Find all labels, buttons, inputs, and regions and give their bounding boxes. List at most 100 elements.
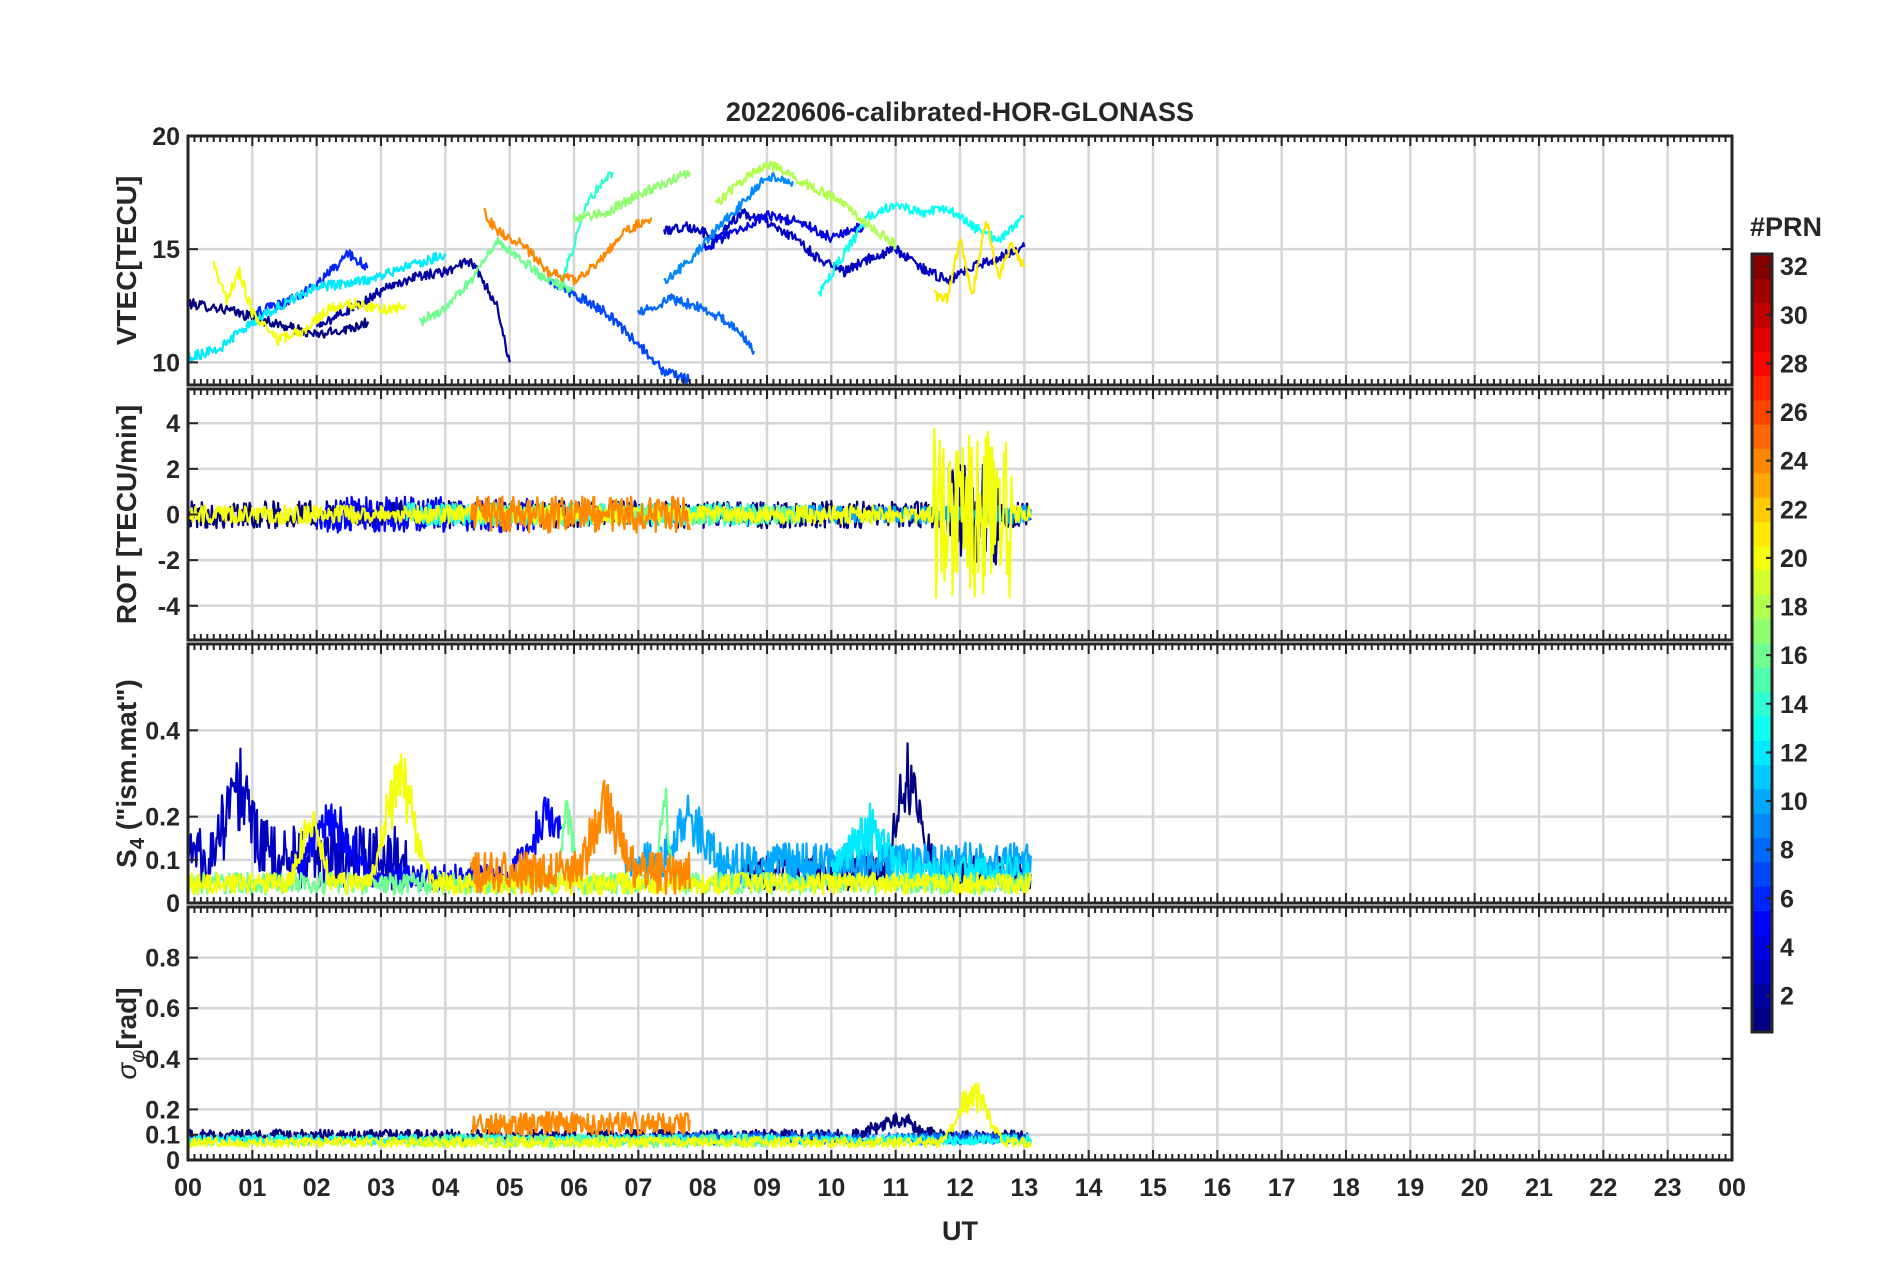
series-prn-20 (188, 753, 1032, 896)
ylabel-main: S (111, 849, 142, 868)
x-tick-label: 00 (1718, 1174, 1746, 1202)
colorbar-tick-label: 30 (1780, 302, 1808, 330)
colorbar-frame (1750, 252, 1774, 1034)
panel-sigma-series (188, 1082, 1032, 1149)
x-tick-label: 02 (303, 1174, 331, 1202)
panel-s4: 00.10.20.4S4 ("ism.mat") (111, 642, 1734, 918)
colorbar-label: #PRN (1750, 212, 1822, 242)
x-axis: 00 01 02 03 04 05 06 07 08 09 10 11 12 13 14 15 16 17 18 19… (174, 1174, 1746, 1246)
panel-rot-ylabel: ROT [TECU/min] (111, 405, 142, 624)
series-prn-24 (470, 495, 691, 534)
colorbar-tick-label: 4 (1780, 934, 1794, 962)
colorbar-segment (1752, 278, 1772, 304)
colorbar-segment (1752, 983, 1772, 1009)
colorbar-segment (1752, 837, 1772, 863)
colorbar-segment (1752, 472, 1772, 498)
panel-s4-ylabel: S4 ("ism.mat") (111, 679, 149, 868)
y-tick-label: 0.2 (145, 1096, 180, 1124)
colorbar-segment (1752, 254, 1772, 279)
colorbar-segment (1752, 545, 1772, 571)
colorbar-segment (1752, 667, 1772, 693)
colorbar-segment (1752, 326, 1772, 352)
series-prn-1 (188, 298, 370, 339)
x-tick-label: 03 (367, 1174, 395, 1202)
ylabel-rest: [rad] (111, 987, 142, 1049)
x-tick-label: 10 (817, 1174, 845, 1202)
y-tick-label: 0.1 (145, 847, 180, 875)
colorbar-segment (1752, 910, 1772, 936)
series-prn-3 (663, 208, 1026, 286)
x-tick-label: 12 (946, 1174, 974, 1202)
x-tick-label: 06 (560, 1174, 588, 1202)
colorbar-segment (1752, 375, 1772, 401)
ylabel-main: σ (111, 1062, 142, 1080)
series-prn-17 (572, 170, 691, 223)
colorbar-tick-label: 32 (1780, 253, 1808, 281)
series-prn-12 (188, 251, 447, 364)
colorbar-segment (1752, 788, 1772, 814)
y-tick-label: 4 (166, 410, 180, 438)
panel-s4-series (188, 742, 1032, 896)
colorbar-segment (1752, 448, 1772, 474)
series-prn-14 (560, 171, 614, 283)
series-prn-7 (547, 276, 691, 384)
colorbar-segment (1752, 643, 1772, 668)
y-tick-label: 0.4 (145, 717, 180, 745)
y-tick-label: 15 (152, 236, 180, 264)
colorbar-segment (1752, 594, 1772, 620)
colorbar-segment (1752, 740, 1772, 766)
ylabel-subscript: 4 (127, 837, 149, 849)
colorbar-segment (1752, 497, 1772, 523)
x-tick-label: 21 (1525, 1174, 1553, 1202)
colorbar-tick-label: 14 (1780, 691, 1808, 719)
colorbar-segment (1752, 715, 1772, 741)
panel-sigma-ylabel: σφ[rad] (111, 987, 149, 1079)
ylabel-subscript: φ (127, 1050, 149, 1063)
x-tick-label: 23 (1654, 1174, 1682, 1202)
y-tick-label: 10 (152, 349, 180, 377)
panel-vtec: 10 15 20 VTEC[TECU] (111, 123, 1734, 387)
colorbar-segment (1752, 570, 1772, 595)
panel-rot: -4 -2 0 2 4 ROT [TECU/min] (111, 387, 1734, 642)
x-tick-label: 01 (238, 1174, 266, 1202)
colorbar-tick-label: 28 (1780, 350, 1808, 378)
x-tick-label: 13 (1010, 1174, 1038, 1202)
x-tick-label: 18 (1332, 1174, 1360, 1202)
x-tick-label: 11 (882, 1174, 909, 1202)
series-prn-8 (637, 293, 756, 355)
ylabel-rest: ("ism.mat") (111, 679, 142, 838)
x-tick-label: 05 (496, 1174, 524, 1202)
colorbar-tick-label: 8 (1780, 837, 1794, 865)
colorbar-segment (1752, 691, 1772, 717)
series-prn-3 (188, 747, 408, 891)
series-prn-21 (933, 220, 1026, 304)
colorbar-segment (1752, 959, 1772, 984)
y-tick-label: 0.1 (145, 1122, 180, 1150)
y-tick-label: 20 (152, 123, 180, 151)
x-tick-label: 15 (1139, 1174, 1167, 1202)
colorbar-segment (1752, 424, 1772, 450)
colorbar-tick-label: 22 (1780, 496, 1808, 524)
series-prn-6 (251, 249, 369, 318)
x-tick-label: 16 (1203, 1174, 1231, 1202)
colorbar-tick-label: 18 (1780, 594, 1808, 622)
series-prn-20 (212, 260, 407, 346)
colorbar-segment (1752, 861, 1772, 887)
panel-vtec-ylabel: VTEC[TECU] (111, 176, 142, 346)
x-tick-label: 00 (174, 1174, 202, 1202)
series-prn-24 (483, 207, 653, 286)
colorbar-segment (1752, 813, 1772, 839)
series-prn-24 (470, 779, 691, 896)
colorbar-segment (1752, 1007, 1772, 1033)
colorbar-tick-label: 6 (1780, 885, 1794, 913)
colorbar-tick-label: 16 (1780, 642, 1808, 670)
colorbar-segment (1752, 302, 1772, 328)
y-tick-label: -4 (158, 593, 180, 621)
y-tick-label: -2 (158, 547, 180, 575)
colorbar-segment (1752, 351, 1772, 377)
x-tick-label: 04 (431, 1174, 459, 1202)
y-tick-label: 0.6 (145, 995, 180, 1023)
figure-title: 20220606-calibrated-HOR-GLONASS (726, 97, 1194, 127)
